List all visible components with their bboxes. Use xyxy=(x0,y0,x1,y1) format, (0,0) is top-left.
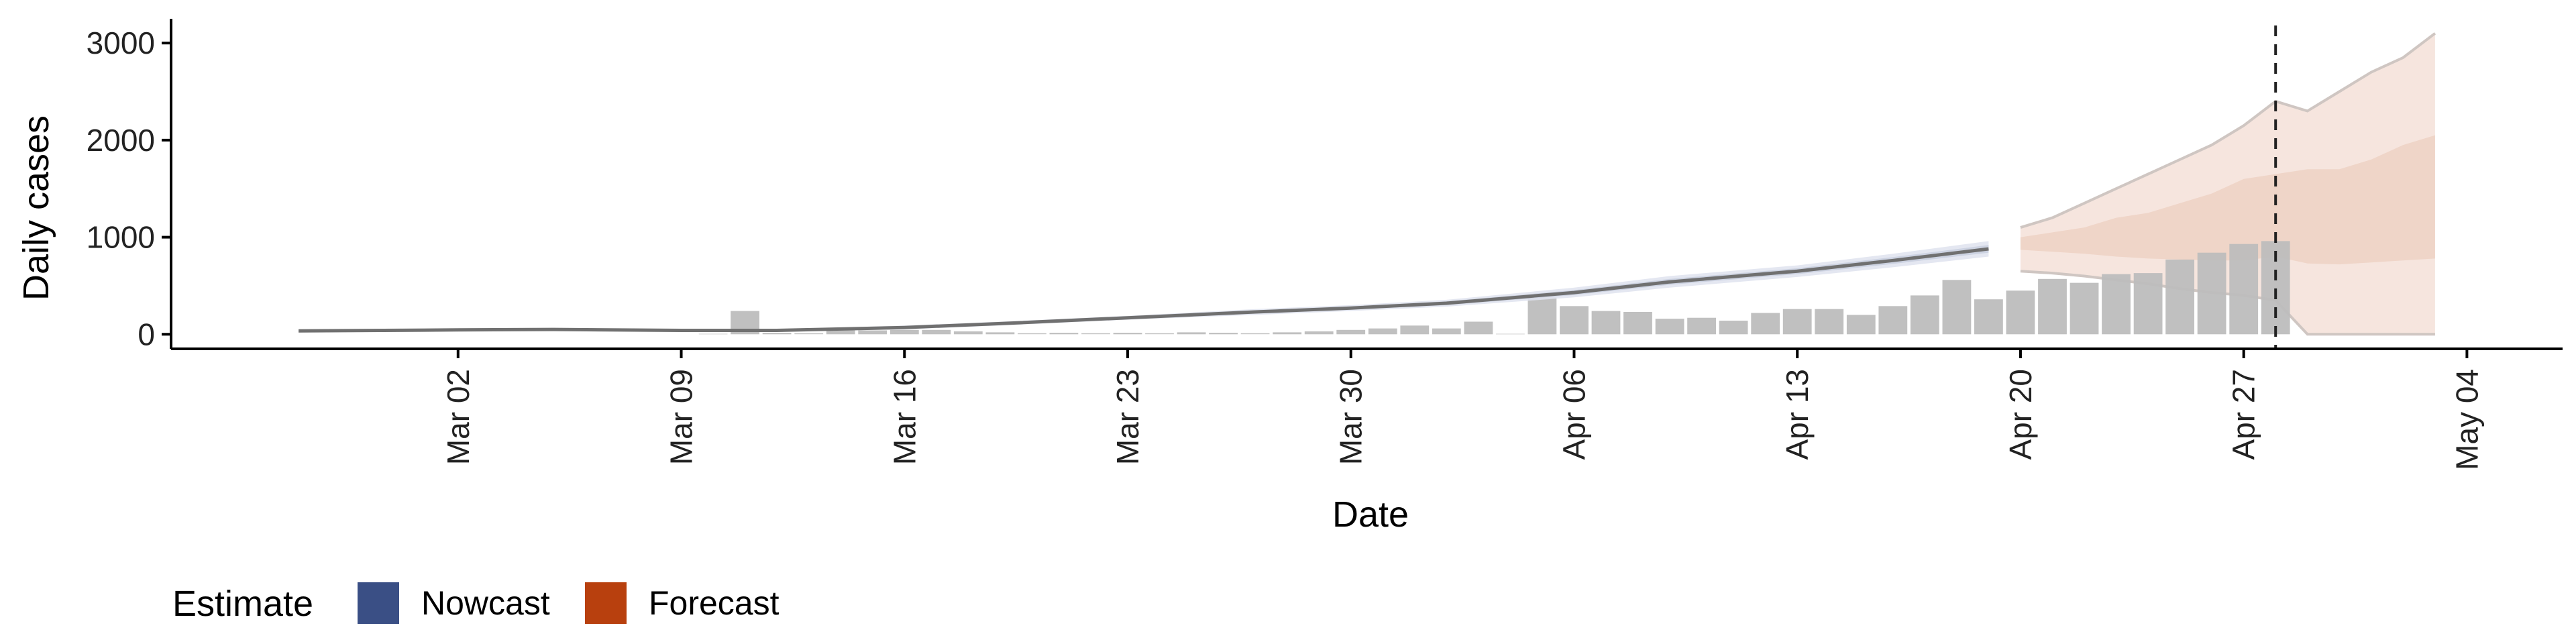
x-tick-label: Mar 30 xyxy=(1334,369,1368,465)
case-bar xyxy=(1081,333,1110,335)
y-tick-label: 2000 xyxy=(87,123,155,158)
case-bar xyxy=(1719,321,1748,335)
x-tick-label: Mar 16 xyxy=(887,369,922,465)
x-axis-title: Date xyxy=(1332,494,1409,535)
case-bar xyxy=(1815,309,1844,335)
case-bar xyxy=(1687,317,1716,335)
case-bar xyxy=(1368,328,1397,335)
case-bar xyxy=(1496,333,1525,335)
case-bar xyxy=(1751,313,1780,335)
legend-swatch-nowcast xyxy=(358,582,399,624)
case-bar xyxy=(1113,333,1142,335)
x-tick-label: Mar 23 xyxy=(1110,369,1145,465)
legend-label-nowcast: Nowcast xyxy=(421,584,550,622)
case-bar xyxy=(2229,244,2259,335)
case-bar xyxy=(2133,273,2163,335)
case-bar xyxy=(2197,252,2226,335)
case-bar xyxy=(1400,325,1430,335)
case-bar xyxy=(1878,306,1908,335)
case-bar xyxy=(922,329,951,335)
y-tick-label: 1000 xyxy=(87,220,155,255)
x-tick-label: May 04 xyxy=(2449,369,2484,470)
y-axis-title: Daily cases xyxy=(16,115,56,301)
case-bar xyxy=(1846,315,1876,335)
case-bar xyxy=(698,333,728,335)
legend-title: Estimate xyxy=(172,584,313,624)
nowcast-bands xyxy=(299,241,1989,332)
case-bar xyxy=(1527,297,1557,335)
case-bar xyxy=(1049,333,1079,335)
case-bar xyxy=(2165,259,2194,335)
x-tick-label: Mar 02 xyxy=(441,369,476,465)
forecast-upper-edge xyxy=(2020,32,2436,229)
y-tick-label: 0 xyxy=(138,317,155,352)
case-bar xyxy=(1177,332,1206,335)
axes xyxy=(170,19,2563,350)
case-bar xyxy=(2070,282,2099,335)
case-bar xyxy=(794,333,824,335)
nowcast-line-group xyxy=(299,247,1989,333)
case-bar xyxy=(1974,299,2003,335)
case-bar xyxy=(1304,331,1334,335)
y-ticks: 0 1000 2000 3000 xyxy=(87,25,171,352)
case-bar xyxy=(2038,278,2067,335)
case-bar xyxy=(858,330,888,335)
legend: Estimate Nowcast Forecast xyxy=(172,582,780,624)
case-bar xyxy=(1209,333,1238,335)
case-bar xyxy=(1336,329,1366,335)
case-bar xyxy=(1591,311,1621,335)
case-bar xyxy=(2102,274,2131,335)
case-bar xyxy=(1560,306,1589,335)
case-bar xyxy=(1273,332,1302,335)
case-bar xyxy=(1464,321,1493,335)
x-tick-label: Apr 13 xyxy=(1780,369,1815,460)
forecast-bands xyxy=(2020,32,2436,336)
case-bar xyxy=(1432,328,1461,335)
x-tick-label: Apr 20 xyxy=(2003,369,2038,460)
x-tick-label: Mar 09 xyxy=(664,369,699,465)
case-bar xyxy=(826,329,855,335)
forecast-lower-edge xyxy=(2020,270,2435,336)
bars xyxy=(698,241,2290,335)
case-bar xyxy=(1623,312,1652,335)
legend-swatch-forecast xyxy=(585,582,627,624)
case-bar xyxy=(1655,319,1684,335)
forecast-band-50 xyxy=(2020,135,2435,265)
x-ticks: Mar 02 Mar 09 Mar 16 Mar 23 Mar 30 Apr 06 Apr … xyxy=(441,349,2484,470)
case-bar xyxy=(1018,333,1046,335)
x-tick-label: Apr 06 xyxy=(1557,369,1592,460)
case-bar xyxy=(762,333,792,335)
case-bar xyxy=(953,331,983,335)
case-bar xyxy=(1145,333,1174,335)
case-bar xyxy=(1240,333,1270,335)
x-tick-label: Apr 27 xyxy=(2226,369,2261,460)
y-tick-label: 3000 xyxy=(87,25,155,60)
case-bar xyxy=(2006,290,2035,335)
legend-label-forecast: Forecast xyxy=(649,584,780,622)
case-bar xyxy=(1942,280,1972,335)
case-bar xyxy=(1782,309,1812,335)
nowcast-median-line xyxy=(299,247,1989,333)
case-bar xyxy=(890,329,919,335)
case-bar xyxy=(985,332,1015,335)
case-bar xyxy=(1910,295,1939,335)
